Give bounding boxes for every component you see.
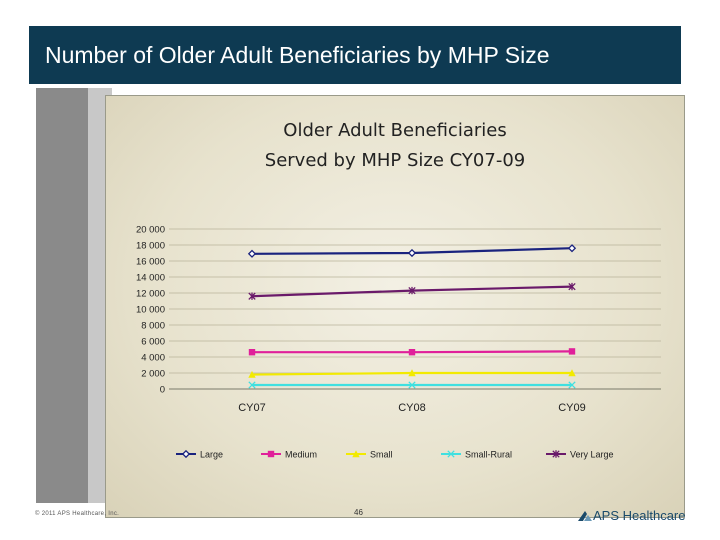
logo-text: APS Healthcare (593, 508, 686, 523)
decorative-strip (36, 88, 88, 503)
data-point-large (407, 248, 417, 258)
legend-label-large: Large (200, 450, 223, 460)
page-number: 46 (354, 508, 363, 517)
page-title: Number of Older Adult Beneficiaries by M… (45, 42, 550, 68)
company-logo: APS Healthcare (578, 508, 686, 523)
chart-title-line1: Older Adult Beneficiaries (283, 120, 507, 141)
y-tick-label: 20 000 (136, 225, 165, 236)
legend-label-medium: Medium (285, 450, 317, 460)
data-point-medium (248, 349, 256, 356)
legend-label-small: Small (370, 450, 393, 460)
y-tick-label: 16 000 (136, 257, 165, 268)
x-tick-label: CY09 (558, 402, 586, 414)
y-tick-label: 8 000 (141, 321, 165, 332)
legend-marker-small (352, 450, 360, 458)
data-point-small-rural (408, 381, 416, 389)
legend-label-small-rural: Small-Rural (465, 450, 512, 460)
data-point-large (247, 249, 257, 258)
y-tick-label: 10 000 (136, 305, 165, 316)
legend-marker-small-rural (447, 450, 455, 458)
chart-title-line2: Served by MHP Size CY07-09 (264, 150, 526, 171)
x-tick-label: CY08 (398, 402, 426, 414)
header-bar: Number of Older Adult Beneficiaries by M… (29, 26, 681, 84)
data-point-small (408, 369, 416, 377)
y-tick-label: 0 (160, 385, 165, 396)
legend-marker-medium (267, 450, 275, 458)
legend-marker-very-large (552, 450, 560, 458)
data-point-very-large (568, 282, 576, 291)
x-tick-label: CY07 (238, 402, 266, 414)
y-tick-label: 4 000 (141, 353, 165, 364)
data-point-small-rural (248, 381, 256, 389)
data-point-small (248, 370, 256, 378)
data-point-small (568, 369, 576, 377)
data-point-very-large (408, 286, 416, 295)
chart-plot: 20 000 18 000 16 000 14 000 12 000 10 000 8 00… (136, 225, 661, 460)
y-tick-label: 14 000 (136, 273, 165, 284)
y-tick-label: 6 000 (141, 337, 165, 348)
logo-icon (578, 511, 592, 521)
data-point-medium (408, 349, 416, 356)
data-point-medium (568, 348, 576, 355)
copyright-text: © 2011 APS Healthcare, Inc. (35, 511, 120, 517)
data-point-large (567, 244, 577, 253)
data-point-small-rural (568, 381, 576, 389)
legend-label-very-large: Very Large (570, 450, 614, 460)
data-point-very-large (248, 292, 256, 300)
y-tick-label: 2 000 (141, 369, 165, 380)
y-tick-label: 12 000 (136, 289, 165, 300)
legend-marker-large (181, 449, 191, 459)
y-tick-label: 18 000 (136, 241, 165, 252)
chart-panel: Older Adult Beneficiaries Served by MHP … (105, 95, 685, 518)
